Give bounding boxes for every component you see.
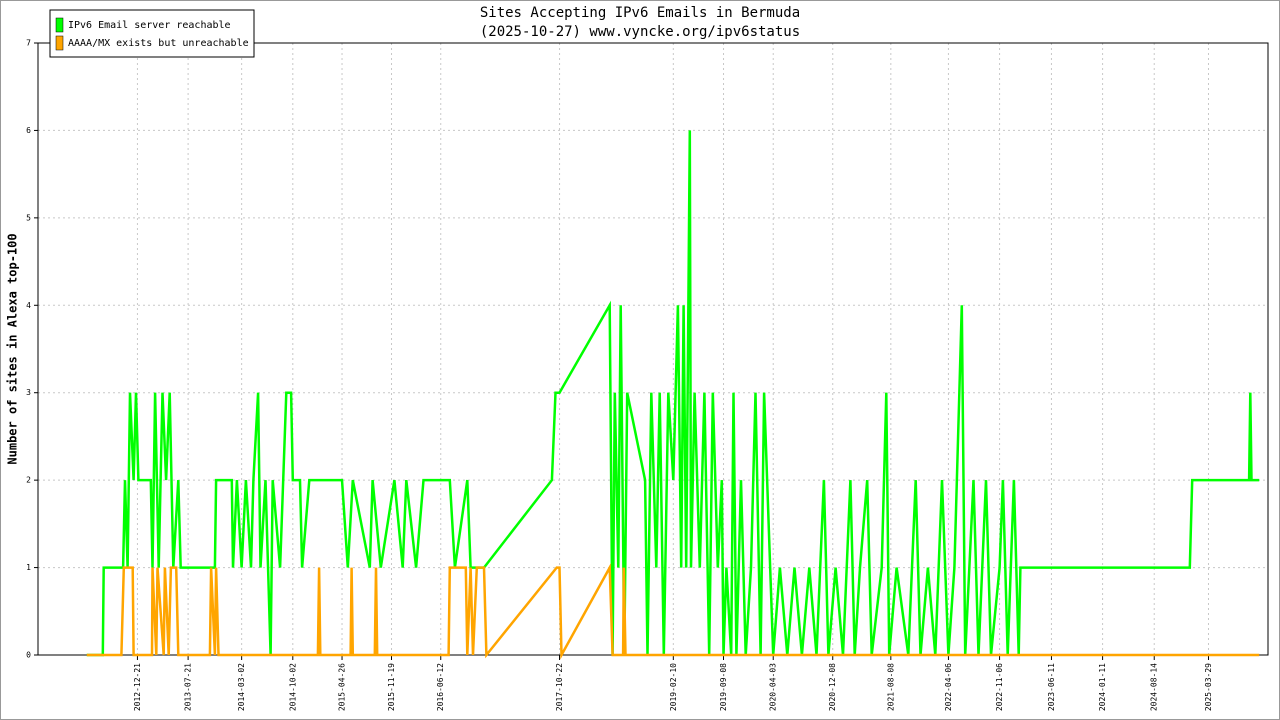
y-tick-label: 0 <box>26 651 31 660</box>
legend-label: IPv6 Email server reachable <box>68 20 231 31</box>
x-tick-label: 2014-03-02 <box>237 663 246 711</box>
x-tick-label: 2022-11-06 <box>995 663 1004 711</box>
legend-box <box>49 9 255 58</box>
x-tick-label: 2014-10-02 <box>288 663 297 711</box>
x-tick-label: 2025-03-29 <box>1204 663 1213 711</box>
x-tick-label: 2016-06-12 <box>436 663 445 711</box>
chart-title: Sites Accepting IPv6 Emails in Bermuda <box>480 5 800 21</box>
x-tick-label: 2020-12-08 <box>828 663 837 711</box>
series-line <box>86 563 1260 660</box>
x-tick-label: 2024-01-11 <box>1098 663 1107 711</box>
x-tick-label: 2020-04-03 <box>769 663 778 711</box>
x-tick-label: 2015-04-26 <box>338 663 347 711</box>
y-tick-label: 6 <box>26 126 31 135</box>
y-axis-label: Number of sites in Alexa top-100 <box>6 233 20 464</box>
legend-swatch <box>55 17 64 33</box>
x-tick-label: 2015-11-19 <box>387 663 396 711</box>
legend-label: AAAA/MX exists but unreachable <box>68 38 249 49</box>
series-line <box>86 130 1260 657</box>
x-tick-label: 2021-08-08 <box>886 663 895 711</box>
y-tick-label: 5 <box>26 213 31 222</box>
x-tick-label: 2017-10-22 <box>555 663 564 711</box>
y-tick-label: 3 <box>26 388 31 397</box>
x-tick-label: 2019-09-08 <box>719 663 728 711</box>
x-tick-label: 2012-12-21 <box>133 663 142 711</box>
chart-subtitle: (2025-10-27) www.vyncke.org/ipv6status <box>480 24 800 40</box>
legend-swatch <box>55 35 64 51</box>
x-tick-label: 2019-02-10 <box>669 663 678 711</box>
x-tick-label: 2023-06-11 <box>1047 663 1056 711</box>
y-tick-label: 2 <box>26 476 31 485</box>
x-tick-label: 2022-04-06 <box>944 663 953 711</box>
y-tick-label: 1 <box>26 563 31 572</box>
y-tick-label: 4 <box>26 301 31 310</box>
x-tick-label: 2013-07-21 <box>184 663 193 711</box>
x-tick-label: 2024-08-14 <box>1150 663 1159 711</box>
y-tick-label: 7 <box>26 39 31 48</box>
